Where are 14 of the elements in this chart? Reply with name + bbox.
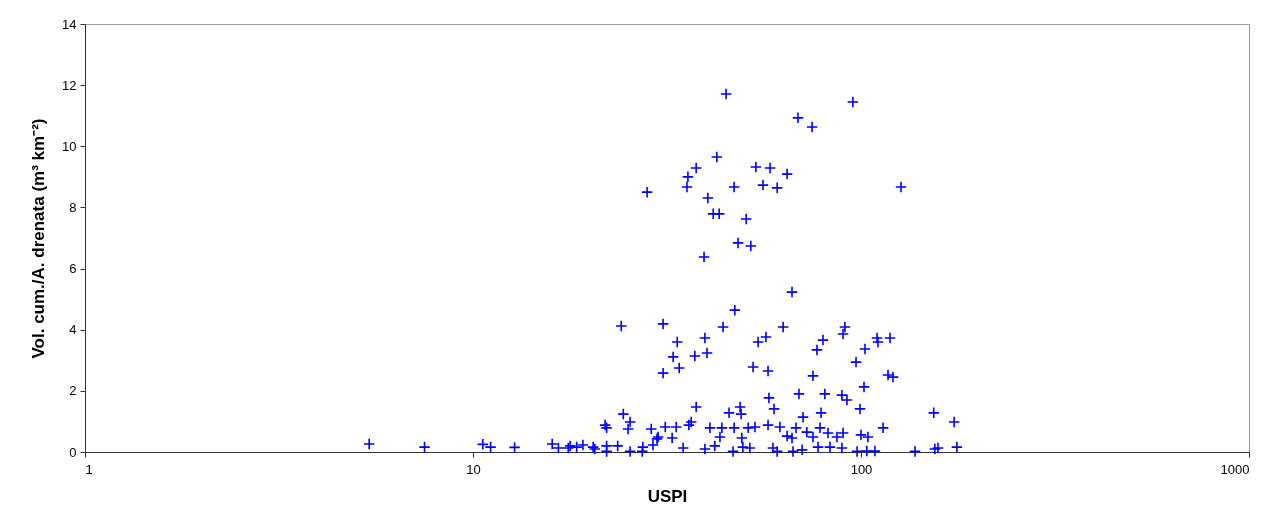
y-tick-label: 10 [62,138,77,154]
y-axis-title: Vol. cum./A. drenata (m³ km⁻²) [29,118,49,359]
y-tick-label: 12 [62,77,77,93]
y-tick-label: 2 [69,383,77,399]
x-tick-label: 1 [85,461,93,477]
x-tick-label: 100 [850,461,873,477]
y-tick-label: 6 [69,261,77,277]
y-tick-label: 4 [69,322,77,338]
y-tick-label: 8 [69,199,77,215]
x-tick-label: 10 [466,461,481,477]
y-tick-label: 0 [69,444,77,460]
x-tick-label: 1000 [1220,461,1250,477]
x-axis-title: USPI [647,486,688,506]
y-tick-label: 14 [62,16,77,32]
